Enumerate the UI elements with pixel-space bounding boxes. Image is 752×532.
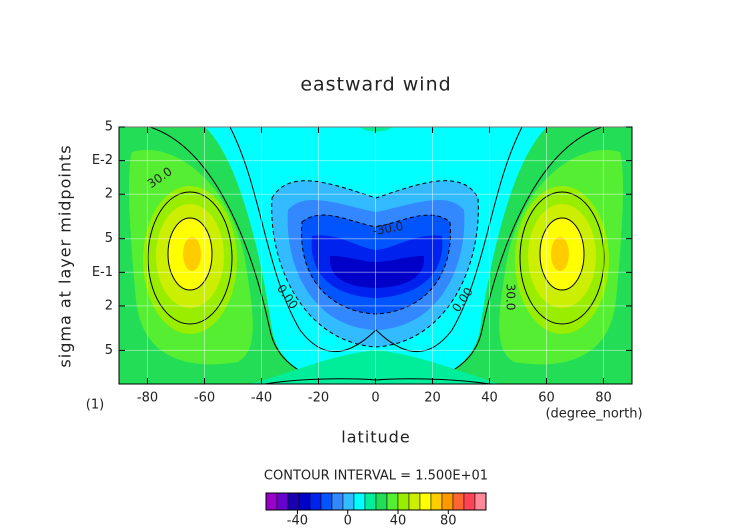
colorbar-cell: [397, 492, 410, 511]
colorbar-cell: [298, 492, 311, 511]
colorbar-cell: [375, 492, 388, 511]
colorbar-cell: [309, 492, 322, 511]
colorbar-tick-label: 0: [344, 514, 352, 529]
x-tick-label: 20: [424, 391, 441, 406]
colorbar-cell: [386, 492, 399, 511]
y-tick-label: 2: [105, 187, 113, 202]
y-tick-label: 5: [105, 343, 113, 358]
colorbar-cell: [474, 492, 487, 511]
x-tick-label: -40: [251, 391, 272, 406]
y-tick-label: 5: [105, 231, 113, 246]
contour-label: -30.0: [371, 219, 404, 238]
colorbar-cell: [463, 492, 476, 511]
x-tick-label: -60: [194, 391, 215, 406]
colorbar-tick-label: -40: [287, 514, 308, 529]
contour-interval: CONTOUR INTERVAL = 1.500E+01: [264, 469, 488, 484]
contour-field: [119, 127, 632, 384]
y-tick-label: E-1: [92, 265, 113, 280]
colorbar-tick-label: 80: [440, 514, 457, 529]
y-tick-label: 2: [105, 298, 113, 313]
colorbar-cell: [287, 492, 300, 511]
colorbar-cell: [320, 492, 333, 511]
colorbar-cell: [265, 492, 278, 511]
colorbar-cell: [408, 492, 421, 511]
x-unit: (degree_north): [545, 407, 642, 422]
colorbar-cell: [276, 492, 289, 511]
colorbar-cell: [441, 492, 454, 511]
y-tick-label: E-2: [92, 153, 113, 168]
y-unit: (1): [86, 398, 104, 413]
colorbar-cell: [452, 492, 465, 511]
x-tick-label: 60: [538, 391, 555, 406]
y-tick-label: 5: [105, 120, 113, 135]
x-tick-label: 40: [481, 391, 498, 406]
colorbar-cell: [430, 492, 443, 511]
x-tick-label: 0: [371, 391, 379, 406]
colorbar-cell: [342, 492, 355, 511]
x-tick-label: 80: [595, 391, 612, 406]
chart-title: eastward wind: [300, 74, 451, 96]
colorbar-cell: [419, 492, 432, 511]
contour-label: 30.0: [504, 284, 518, 311]
x-tick-label: -80: [137, 391, 158, 406]
colorbar-tick-label: 40: [390, 514, 407, 529]
colorbar-cell: [364, 492, 377, 511]
x-tick-label: -20: [308, 391, 329, 406]
x-axis-label: latitude: [341, 428, 410, 447]
colorbar-frame: [265, 492, 487, 511]
colorbar-cell: [331, 492, 344, 511]
y-axis-label: sigma at layer midpoints: [56, 144, 75, 367]
colorbar-cell: [353, 492, 366, 511]
